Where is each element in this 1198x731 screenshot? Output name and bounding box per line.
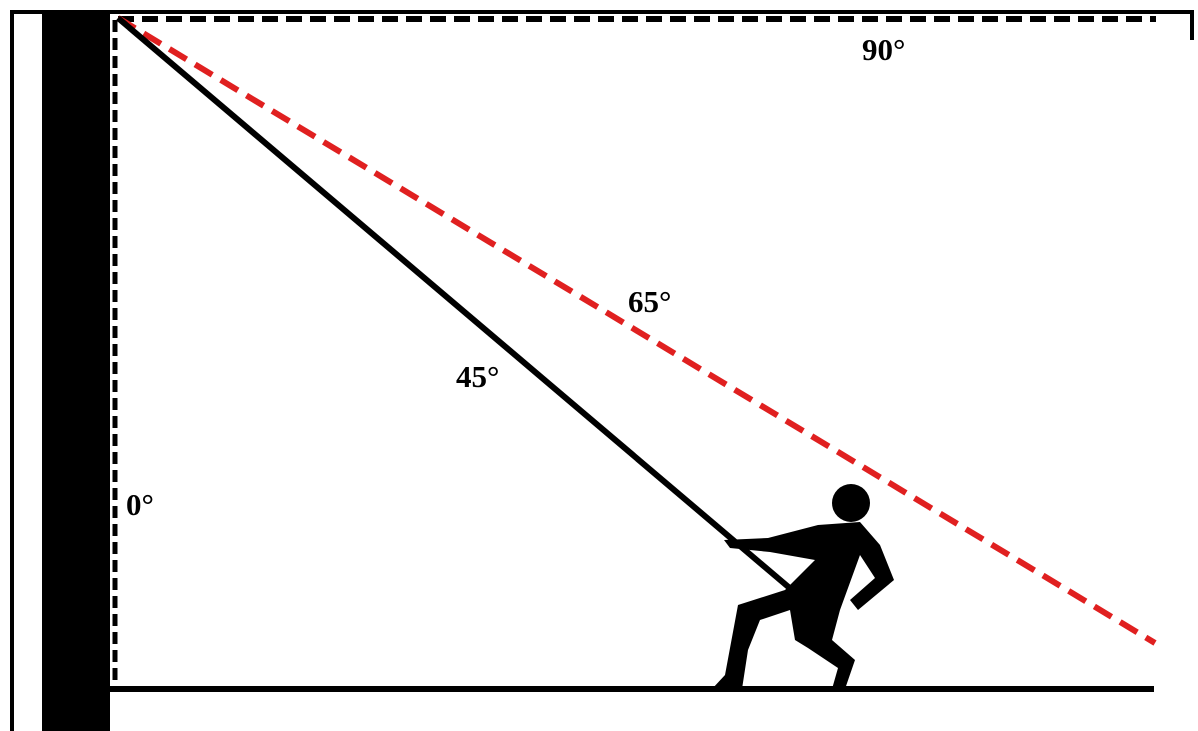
label-90: 90° <box>862 32 905 67</box>
label-45: 45° <box>456 359 499 394</box>
rope <box>116 15 794 593</box>
wall <box>42 12 110 731</box>
person <box>712 484 894 689</box>
label-0: 0° <box>126 487 154 522</box>
red-dashed-line <box>116 15 1157 646</box>
label-65: 65° <box>628 284 671 319</box>
